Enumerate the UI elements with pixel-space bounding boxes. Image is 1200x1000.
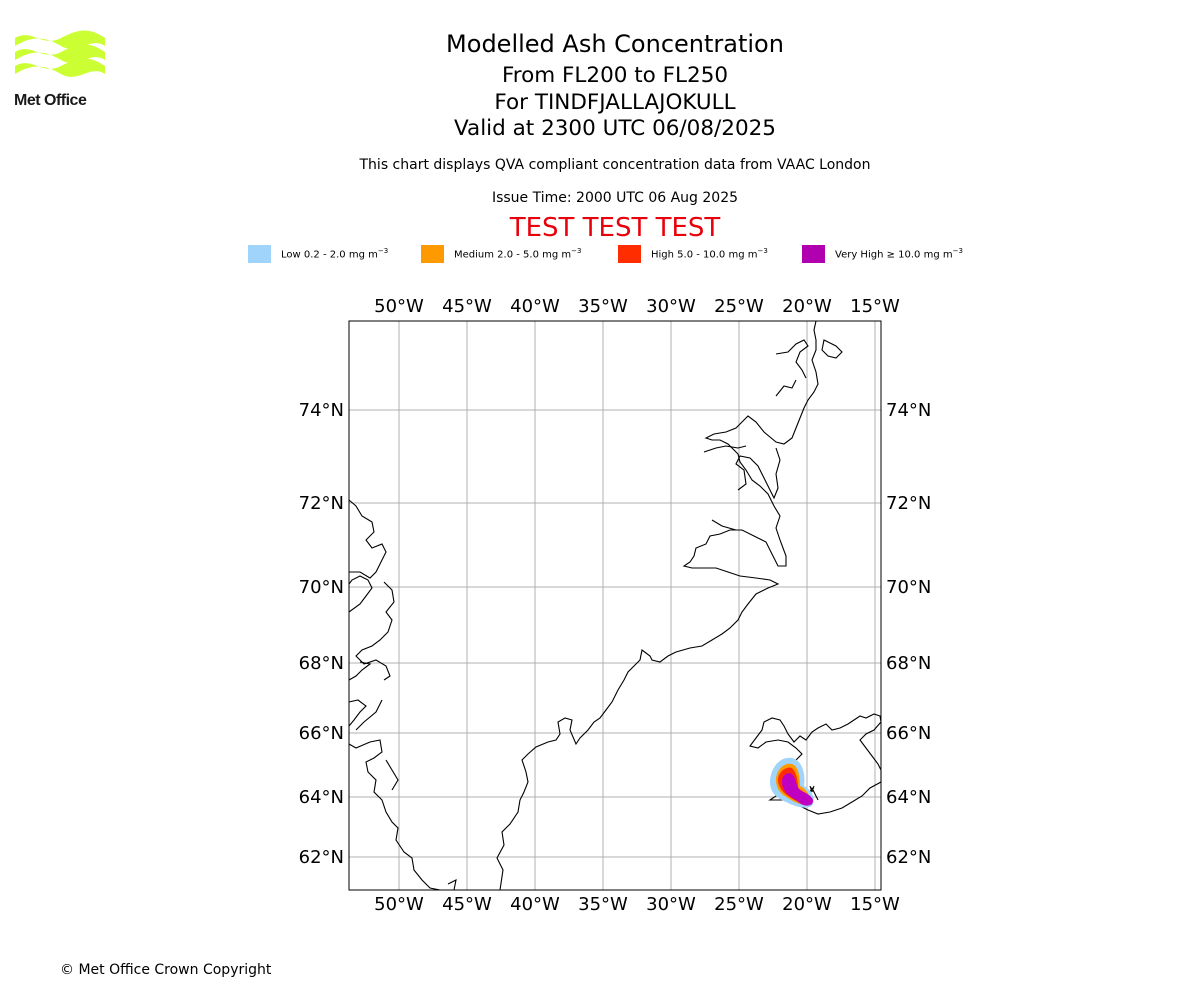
ash-cloud [770,757,814,808]
test-banner: TEST TEST TEST [509,213,721,243]
map-gridlines [349,321,881,890]
legend-item-low: Low 0.2 - 2.0 mg m−3 [248,244,388,264]
lon-label-bottom: 35°W [578,894,628,915]
legend-item-medium: Medium 2.0 - 5.0 mg m−3 [421,244,581,264]
legend-label-high: High 5.0 - 10.0 mg m−3 [651,247,768,261]
east-coast-fjord [735,447,781,500]
lat-label-right: 66°N [886,723,931,744]
logo-wave [15,58,105,77]
greenland-west-coast [348,699,367,727]
map-frame [348,320,882,891]
legend-swatch-low [248,245,271,263]
east-coast-fjord [821,339,843,359]
legend-swatch-medium [421,245,444,263]
greenland-west-coast [348,739,441,891]
issue-time: Issue Time: 2000 UTC 06 Aug 2025 [491,190,739,206]
concentration-legend: Low 0.2 - 2.0 mg m−3 Medium 2.0 - 5.0 mg… [0,244,1200,264]
lon-label-top: 40°W [510,296,560,317]
legend-label-very-high: Very High ≥ 10.0 mg m−3 [835,247,963,261]
flight-level-range: From FL200 to FL250 [501,63,729,88]
greenland-west-coast [355,581,395,681]
legend-item-very-high: Very High ≥ 10.0 mg m−3 [802,244,963,264]
chart-subtitle: This chart displays QVA compliant concen… [359,157,871,173]
lat-label-left: 72°N [299,493,344,514]
legend-label-low: Low 0.2 - 2.0 mg m−3 [281,247,389,261]
lon-label-top: 35°W [578,296,628,317]
legend-swatch-high [618,245,641,263]
lon-label-top: 45°W [442,296,492,317]
lon-label-top: 50°W [374,296,424,317]
lon-label-bottom: 15°W [850,894,900,915]
greenland-west-coast [355,699,383,731]
greenland-west-coast [385,759,399,791]
lat-label-left: 74°N [299,400,344,421]
east-coast-fjord [775,379,797,397]
volcano-name: For TINDFJALLAJOKULL [494,90,736,115]
lat-label-left: 66°N [299,723,344,744]
logo-wave [15,30,105,49]
lat-label-right: 64°N [886,787,931,808]
greenland-west-coast [348,499,387,579]
lat-label-left: 68°N [299,653,344,674]
lon-label-top: 15°W [850,296,900,317]
lat-label-right: 62°N [886,847,931,868]
lat-label-left: 62°N [299,847,344,868]
east-coast-fjord [711,519,737,531]
lon-label-bottom: 25°W [714,894,764,915]
greenland-east-coast [496,320,819,891]
lon-label-bottom: 20°W [782,894,832,915]
lon-label-top: 25°W [714,296,764,317]
legend-label-medium: Medium 2.0 - 5.0 mg m−3 [454,247,582,261]
lat-label-right: 74°N [886,400,931,421]
lat-label-left: 70°N [299,577,344,598]
ash-very-high [782,773,814,806]
logo-wordmark: Met Office [14,92,87,109]
legend-swatch-very-high [802,245,825,263]
lon-label-top: 30°W [646,296,696,317]
east-coast-fjord [703,445,747,453]
lat-label-right: 68°N [886,653,931,674]
east-coast-fjord [775,339,809,379]
lon-label-bottom: 40°W [510,894,560,915]
lon-label-bottom: 50°W [374,894,424,915]
greenland-west-coast [447,879,457,891]
coastlines [348,320,882,891]
lat-label-left: 64°N [299,787,344,808]
lon-label-bottom: 45°W [442,894,492,915]
lon-label-top: 20°W [782,296,832,317]
greenland-west-coast [348,661,372,681]
copyright-notice: © Met Office Crown Copyright [60,962,272,978]
lat-label-right: 70°N [886,577,931,598]
greenland-west-coast [348,575,373,613]
legend-item-high: High 5.0 - 10.0 mg m−3 [618,244,768,264]
lat-label-right: 72°N [886,493,931,514]
met-office-logo [15,30,105,77]
logo-wave [15,44,105,63]
chart-title: Modelled Ash Concentration [446,30,784,58]
iceland-coast [749,713,882,815]
lon-label-bottom: 30°W [646,894,696,915]
valid-time: Valid at 2300 UTC 06/08/2025 [453,116,776,141]
